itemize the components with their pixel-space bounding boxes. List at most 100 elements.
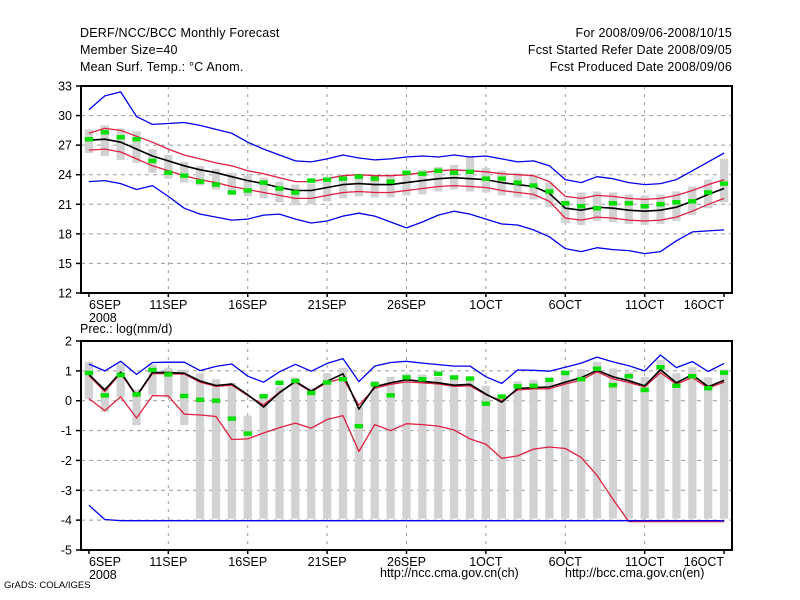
observation-mark: [243, 188, 252, 193]
x-axis-year-label: 2008: [89, 311, 117, 325]
observation-mark: [497, 176, 506, 181]
spread-bar: [354, 407, 363, 519]
observation-mark: [592, 366, 602, 371]
spread-bar: [418, 374, 427, 519]
precipitation-plot-area: [84, 354, 729, 523]
observation-mark: [386, 179, 395, 184]
spread-bar: [132, 131, 141, 163]
spread-bar: [84, 361, 94, 400]
observation-mark: [195, 179, 205, 184]
spread-bar: [640, 376, 649, 519]
observation-mark: [164, 170, 173, 175]
observation-mark: [195, 397, 205, 403]
spread-bar: [243, 175, 252, 197]
ytick-label: 27: [58, 139, 72, 153]
observation-mark: [275, 380, 284, 385]
spread-bar: [370, 174, 379, 198]
observation-mark: [592, 206, 602, 211]
observation-mark: [100, 393, 109, 398]
spread-bar: [386, 174, 395, 198]
xtick-label: 26SEP: [387, 555, 426, 569]
spread-bar: [259, 177, 268, 199]
observation-mark: [465, 376, 475, 381]
spread-bar: [100, 125, 109, 156]
observation-mark: [100, 130, 109, 135]
xtick-label: 21SEP: [308, 555, 347, 569]
observation-mark: [561, 370, 570, 376]
spread-bar: [243, 415, 252, 519]
observation-mark: [450, 170, 459, 175]
xtick-label: 6OCT: [549, 555, 583, 569]
observation-mark: [704, 385, 713, 391]
observation-mark: [259, 394, 268, 399]
observation-mark: [465, 169, 475, 174]
series-line-maximum: [88, 91, 725, 186]
observation-mark: [529, 383, 538, 388]
observation-mark: [481, 176, 491, 181]
observation-mark: [275, 186, 284, 191]
spread-bar: [513, 381, 522, 519]
xtick-label: 16OCT: [684, 298, 725, 312]
observation-mark: [640, 387, 649, 393]
observation-mark: [291, 378, 300, 384]
observation-mark: [132, 137, 141, 142]
ytick-label: 30: [58, 109, 72, 123]
spread-bar: [465, 156, 475, 192]
observation-mark: [704, 190, 713, 195]
ytick-label: 15: [58, 257, 72, 271]
observation-mark: [672, 200, 681, 205]
ytick-label: 1: [65, 364, 72, 378]
xtick-label: 11SEP: [149, 298, 187, 312]
spread-bar: [307, 183, 316, 205]
observation-mark: [545, 377, 554, 383]
observation-mark: [370, 176, 379, 181]
xtick-label: 1OCT: [469, 555, 503, 569]
spread-bar: [545, 380, 554, 519]
spread-bar: [624, 372, 633, 519]
xtick-label: 6SEP: [89, 555, 121, 569]
spread-bar: [148, 364, 157, 395]
observation-mark: [418, 171, 427, 176]
series-line-minimum: [88, 504, 725, 522]
spread-bar: [672, 191, 681, 222]
ytick-label: -2: [61, 454, 72, 468]
ytick-label: 21: [58, 198, 72, 212]
spread-bar: [719, 158, 729, 203]
observation-mark: [688, 374, 697, 379]
spread-bar: [211, 379, 221, 519]
observation-mark: [322, 380, 332, 385]
spread-bar: [291, 184, 300, 206]
spread-bar: [164, 155, 173, 179]
spread-bar: [338, 177, 348, 199]
observation-mark: [656, 365, 665, 370]
observation-mark: [354, 423, 363, 429]
spread-bar: [434, 376, 443, 519]
observation-mark: [434, 371, 443, 377]
spread-bar: [164, 367, 173, 398]
xtick-label: 1OCT: [469, 298, 503, 312]
observation-mark: [386, 393, 395, 398]
observation-mark: [640, 204, 649, 209]
observation-mark: [719, 370, 729, 375]
observation-mark: [624, 201, 633, 206]
footer-url-ch[interactable]: http://ncc.cma.gov.cn(ch): [380, 566, 519, 580]
observation-mark: [577, 204, 586, 209]
observation-mark: [513, 384, 522, 389]
observation-mark: [259, 180, 268, 185]
series-line-lower-quartile: [88, 394, 725, 523]
footer-url-en[interactable]: http://bcc.cma.gov.cn(en): [565, 566, 705, 580]
observation-mark: [608, 201, 618, 206]
xtick-label: 16OCT: [684, 555, 725, 569]
ytick-label: 24: [58, 168, 72, 182]
observation-mark: [497, 394, 506, 399]
ytick-label: 18: [58, 227, 72, 241]
observation-mark: [577, 377, 586, 382]
spread-bar: [418, 169, 427, 195]
header-member-size: Member Size=40: [80, 43, 178, 57]
series-line-minimum: [88, 179, 725, 255]
spread-bar: [561, 200, 570, 224]
spread-bar: [497, 395, 506, 519]
spread-bar: [322, 180, 332, 202]
observation-mark: [116, 372, 125, 378]
